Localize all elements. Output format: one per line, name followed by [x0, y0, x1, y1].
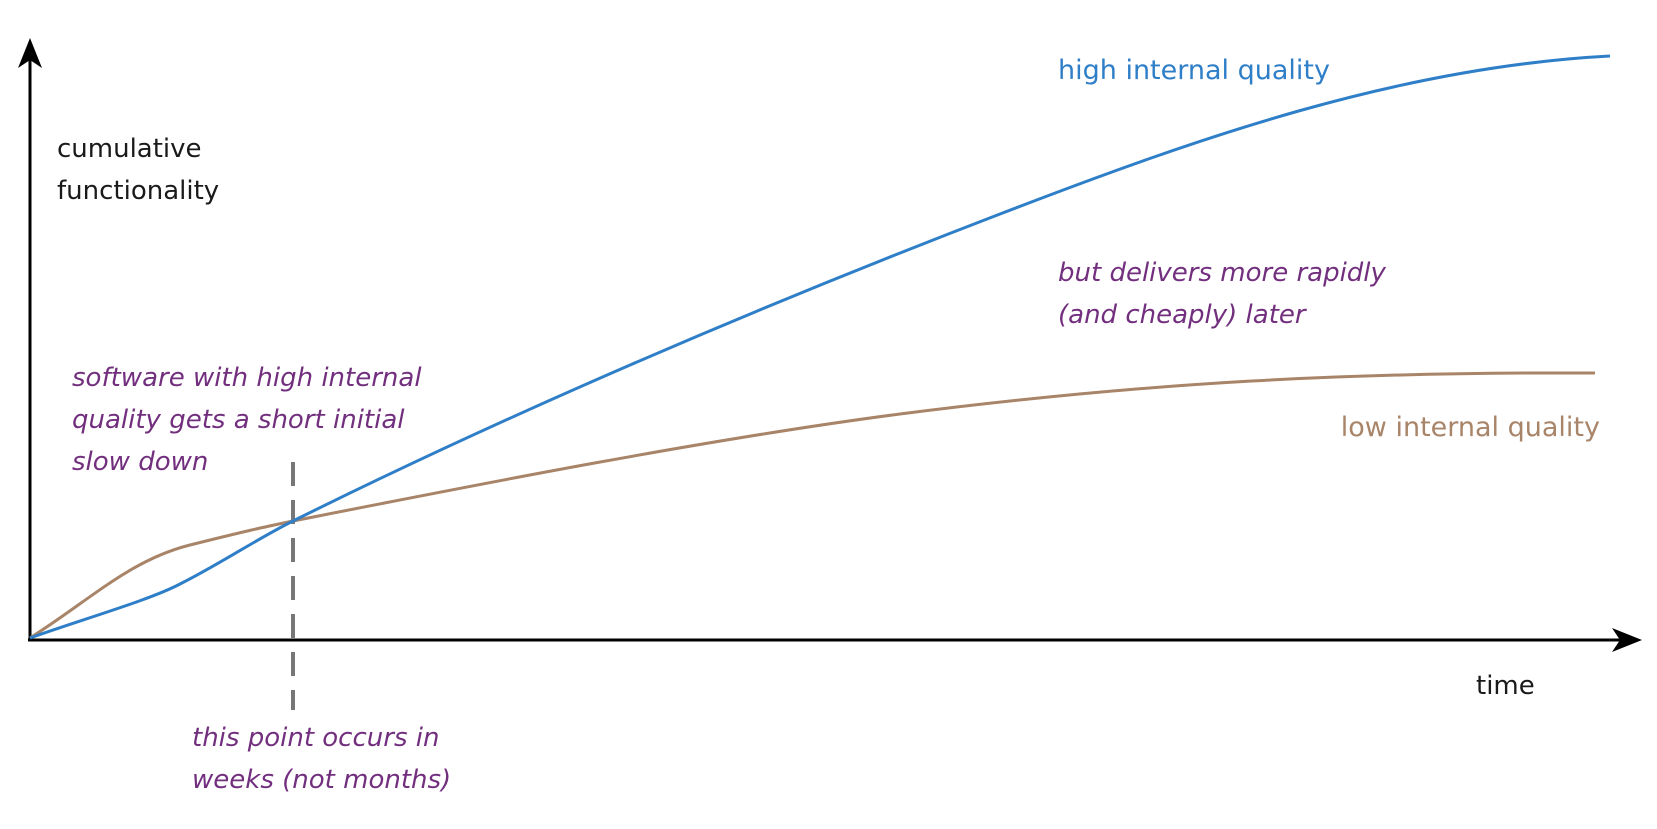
annotation-crossover-line-1: this point occurs in [192, 723, 439, 753]
annotation-later: but delivers more rapidly (and cheaply) … [1058, 258, 1394, 330]
annotation-slowdown-line-3: slow down [72, 447, 208, 477]
annotation-later-line-1: but delivers more rapidly [1058, 258, 1387, 288]
annotation-slowdown-line-1: software with high internal [72, 363, 422, 393]
x-axis-title: time [1476, 671, 1535, 701]
y-axis-title-line-1: cumulative [57, 134, 202, 164]
x-axis-arrowhead [1612, 628, 1642, 652]
annotation-crossover: this point occurs in weeks (not months) [192, 723, 451, 795]
annotation-later-line-2: (and cheaply) later [1058, 300, 1308, 330]
series-line-high-quality [29, 54, 1611, 640]
series-label-high-quality: high internal quality [1058, 55, 1330, 86]
y-axis-title-line-2: functionality [57, 176, 219, 206]
annotation-crossover-line-2: weeks (not months) [192, 765, 451, 795]
annotation-slowdown: software with high internal quality gets… [72, 363, 430, 477]
y-axis-arrowhead [18, 38, 42, 68]
series-label-low-quality: low internal quality [1341, 412, 1600, 443]
y-axis-title: cumulative functionality [57, 134, 219, 206]
annotation-slowdown-line-2: quality gets a short initial [72, 405, 405, 435]
series-line-low-quality [29, 371, 1596, 640]
